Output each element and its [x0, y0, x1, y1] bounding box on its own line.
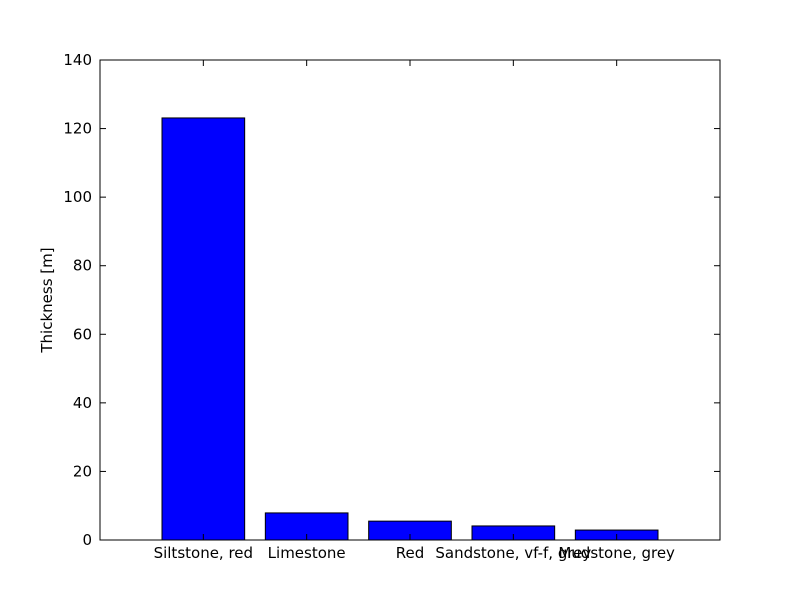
x-tick-label: Siltstone, red	[154, 544, 253, 562]
x-tick-label: Mudstone, grey	[558, 544, 675, 562]
y-tick-label: 140	[63, 51, 92, 69]
y-tick-label: 20	[73, 462, 92, 480]
x-tick-label: Sandstone, vf-f, grey	[435, 544, 591, 562]
plot-frame	[99, 59, 721, 541]
x-tick-label: Red	[396, 544, 425, 562]
y-tick-label: 40	[73, 394, 92, 412]
y-tick-label: 0	[82, 531, 92, 549]
y-axis-label: Thickness [m]	[38, 247, 56, 353]
y-tick-label: 120	[63, 120, 92, 138]
bar	[161, 117, 246, 541]
y-tick-label: 100	[63, 188, 92, 206]
y-tick-label: 60	[73, 325, 92, 343]
x-tick-label: Limestone	[268, 544, 346, 562]
y-tick-label: 80	[73, 257, 92, 275]
